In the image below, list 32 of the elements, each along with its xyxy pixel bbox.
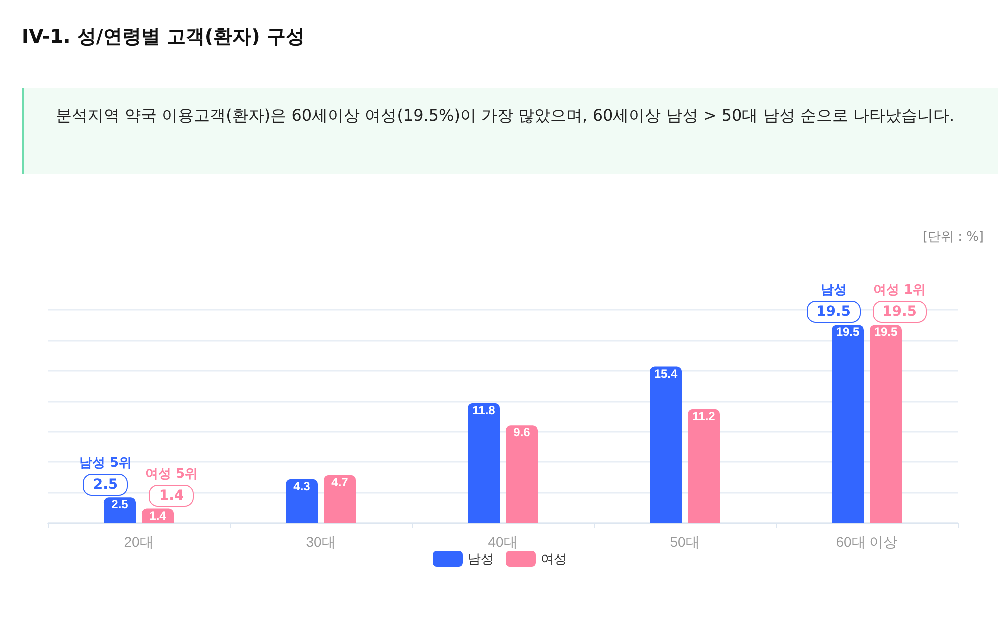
annotation: 여성 1위 19.5 — [872, 283, 928, 322]
data-label: 2.5 — [112, 498, 129, 512]
bar — [650, 366, 682, 523]
x-tick-label: 50대 — [670, 534, 700, 550]
data-label: 4.3 — [294, 479, 311, 494]
chart-subtitle: 분석지역 약국 이용고객(환자)은 60세이상 여성(19.5%)이 가장 많았으며, 60세이상 남성 > 50대 남성 순으로 나타났습니다. — [22, 88, 998, 174]
bar — [506, 426, 538, 523]
x-tick-label: 30대 — [306, 534, 336, 550]
bar — [870, 325, 902, 523]
text: [단위 : %] — [922, 229, 984, 246]
data-label: 19.5 — [836, 325, 860, 340]
bar — [468, 403, 500, 523]
x-tick-label: 60대 이상 — [836, 534, 898, 550]
bar — [832, 325, 864, 523]
bar — [286, 479, 318, 523]
chart-title: IV-1. 성/연령별 고객(환자) 구성 — [22, 25, 305, 50]
x-tick-label: 40대 — [488, 534, 518, 550]
bar — [688, 409, 720, 523]
data-label: 1.4 — [150, 508, 167, 523]
data-label: 15.4 — [654, 366, 678, 381]
data-label: 9.6 — [514, 426, 531, 440]
x-tick-label: 20대 — [124, 534, 154, 550]
data-label: 19.5 — [874, 325, 898, 340]
data-label: 11.2 — [692, 409, 716, 424]
data-label: 4.7 — [332, 475, 349, 490]
data-label: 11.8 — [472, 403, 496, 418]
bar — [324, 475, 356, 523]
annotation: 남성 5위 2.5 — [80, 456, 132, 495]
annotation: 여성 5위 1.4 — [146, 466, 198, 506]
annotation: 남성 19.5 — [816, 283, 852, 322]
legend-label: 여성 — [541, 552, 567, 566]
legend-label: 남성 — [468, 552, 494, 566]
